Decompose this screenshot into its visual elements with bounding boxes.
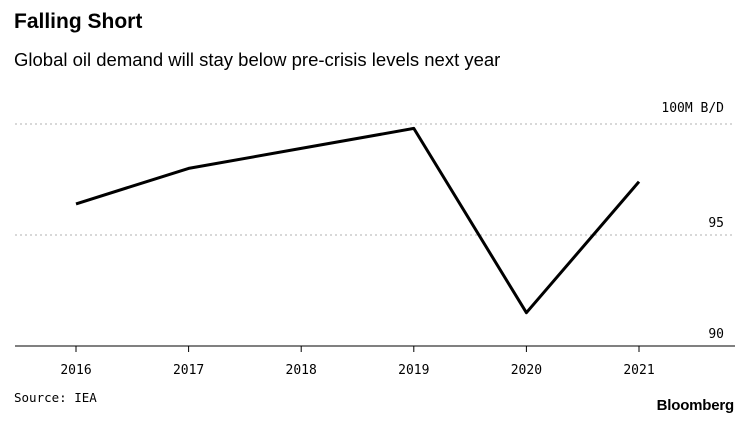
series-line-oil-demand [75, 126, 641, 315]
y-unit-label: 100M B/D [661, 101, 724, 116]
y-tick-label: 90 [708, 327, 724, 342]
x-tick-label: 2020 [511, 363, 542, 378]
bloomberg-logo: Bloomberg [656, 397, 735, 414]
x-tick-label: 2018 [286, 363, 317, 378]
series [75, 126, 641, 315]
axis-labels: 95 90 100M B/D 2016 2017 2018 2019 2020 2021 [60, 101, 724, 378]
x-tick-label: 2016 [60, 363, 91, 378]
x-tick-label: 2019 [398, 363, 429, 378]
y-tick-label: 95 [708, 216, 724, 231]
x-tick-label: 2017 [173, 363, 204, 378]
x-axis [15, 345, 735, 352]
x-tick-label: 2021 [623, 363, 654, 378]
chart-title: Falling Short [14, 10, 143, 33]
gridlines [15, 123, 735, 236]
source-note: Source: IEA [14, 390, 97, 405]
chart-subtitle: Global oil demand will stay below pre-cr… [14, 49, 501, 70]
